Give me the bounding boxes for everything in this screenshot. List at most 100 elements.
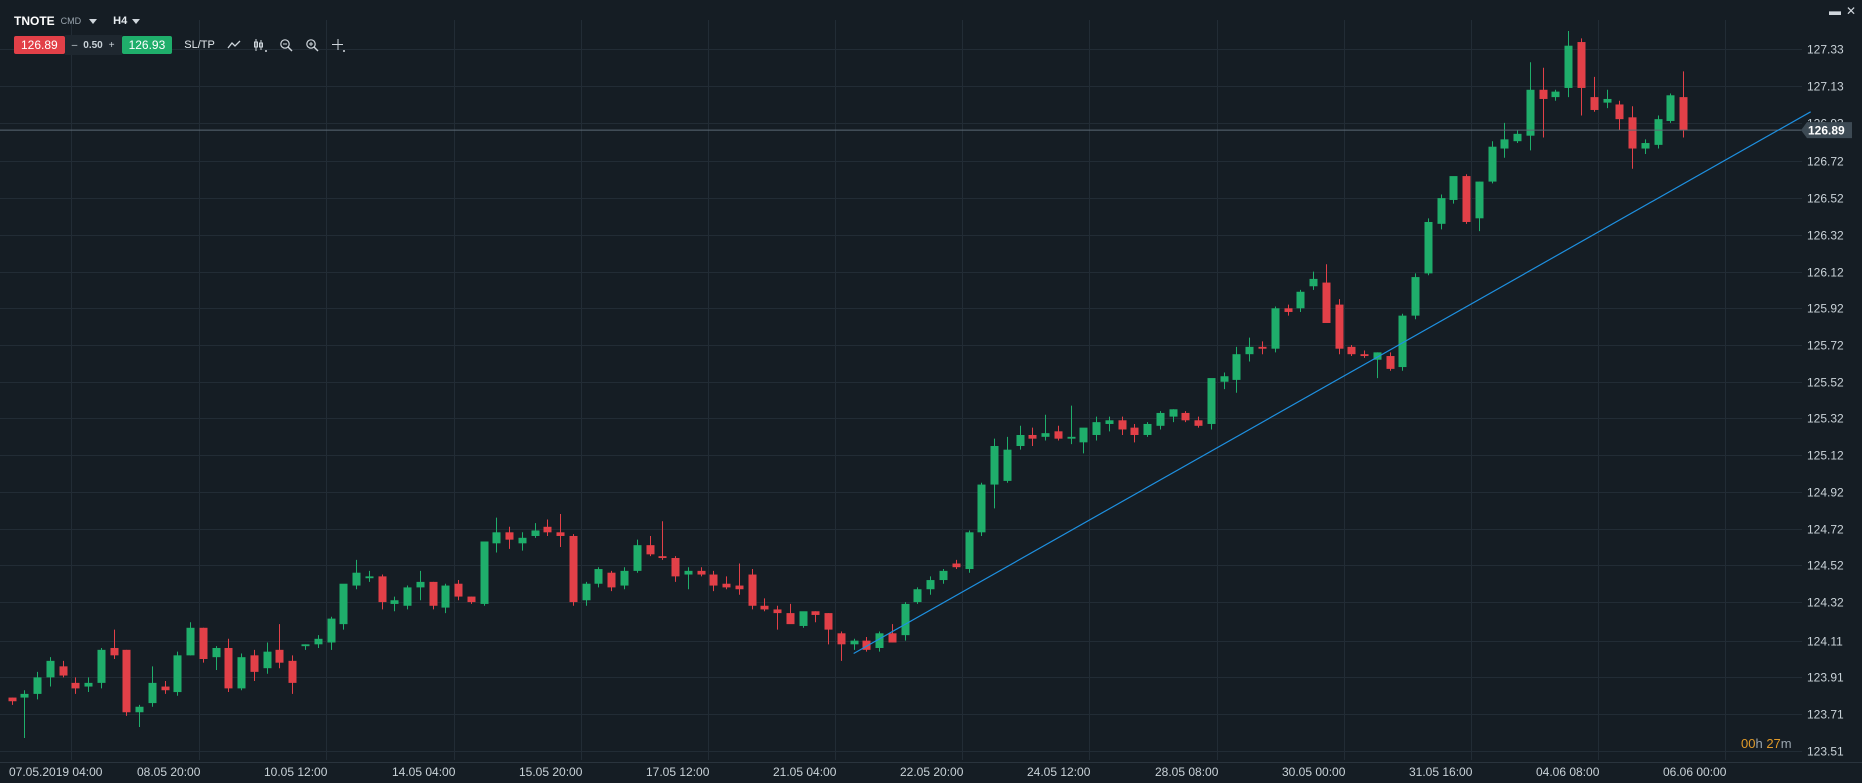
candle [582, 581, 591, 606]
candle [161, 681, 170, 694]
symbol-name[interactable]: TNOTE [14, 14, 55, 28]
candle [1475, 181, 1484, 232]
candle-body [339, 583, 348, 625]
candle-body [518, 537, 527, 544]
y-tick-label: 124.72 [1807, 523, 1844, 537]
candle-body [658, 556, 667, 559]
candle-body [327, 618, 336, 643]
candle-body [224, 647, 233, 689]
x-tick-label: 06.06 00:00 [1663, 765, 1727, 779]
y-tick-label: 123.91 [1807, 671, 1844, 685]
candle [1526, 62, 1535, 151]
candle [748, 569, 757, 610]
candle [492, 517, 501, 553]
candle [990, 438, 999, 509]
candle [416, 570, 425, 601]
candle [237, 653, 246, 691]
candle [952, 559, 961, 570]
candle [850, 638, 859, 650]
candle [199, 627, 208, 663]
countdown-hours: 00 [1741, 736, 1756, 751]
candle-body [1220, 376, 1229, 382]
candle-body [1577, 42, 1586, 88]
candle [594, 567, 603, 588]
zoom-out-icon[interactable] [279, 38, 293, 52]
candle-body [403, 587, 412, 606]
y-tick-label: 124.92 [1807, 486, 1844, 500]
close-icon[interactable]: ✕ [1845, 4, 1856, 18]
candle-body [263, 651, 272, 669]
candle-body [378, 576, 387, 603]
candle-body [1028, 434, 1037, 439]
candle-body [556, 532, 565, 536]
y-tick-label: 123.71 [1807, 708, 1844, 722]
candle [1016, 425, 1025, 450]
candle-body [990, 446, 999, 485]
candle-body [429, 581, 438, 606]
countdown-m-unit: m [1780, 736, 1792, 751]
candle-body [1475, 181, 1484, 219]
candle [531, 523, 540, 538]
x-tick-label: 17.05 12:00 [646, 765, 710, 779]
crosshair-icon[interactable] [331, 38, 345, 52]
candle [390, 596, 399, 612]
candle-body [1564, 45, 1573, 88]
line-chart-icon[interactable] [227, 38, 241, 52]
candle-body [1526, 89, 1535, 136]
decrease-volume-button[interactable]: – [71, 39, 78, 51]
candle-body [594, 569, 603, 584]
symbol-dropdown-icon[interactable] [89, 18, 98, 24]
candle-body [875, 633, 884, 648]
candle [799, 611, 808, 628]
time-axis[interactable]: 07.05.2019 04:00 08.05 20:00 10.05 12:00 14… [9, 765, 1727, 779]
candle-body [1016, 434, 1025, 447]
candle [977, 482, 986, 536]
candle-body [199, 627, 208, 660]
candle-body [1232, 354, 1241, 380]
candle [1641, 139, 1650, 155]
minimize-icon[interactable]: ▬ [1828, 4, 1841, 18]
candle [1603, 89, 1612, 109]
candle [1551, 89, 1560, 101]
candle-body [620, 570, 629, 586]
y-tick-label: 123.51 [1807, 745, 1844, 759]
candle-body [1309, 278, 1318, 287]
buy-button[interactable]: 126.93 [121, 36, 173, 54]
candle-body [901, 603, 910, 636]
sltp-button[interactable]: SL/TP [184, 39, 215, 51]
candle-body [97, 649, 106, 683]
candle [786, 603, 795, 625]
x-tick-label: 30.05 00:00 [1282, 765, 1346, 779]
candle [314, 635, 323, 648]
candle-body [1245, 346, 1254, 355]
y-tick-label: 124.11 [1807, 635, 1843, 649]
sell-button[interactable]: 126.89 [14, 36, 65, 54]
candle-body [799, 611, 808, 626]
x-tick-label: 31.05 16:00 [1409, 765, 1473, 779]
candle [250, 649, 259, 682]
timeframe-selector[interactable]: H4 [113, 15, 141, 27]
candles-icon[interactable] [253, 38, 267, 52]
candle-body [84, 682, 93, 687]
candle [122, 649, 131, 716]
candle [110, 629, 119, 660]
zoom-in-icon[interactable] [305, 38, 319, 52]
candle-body [1500, 139, 1509, 149]
candle [760, 598, 769, 612]
candle-body [59, 666, 68, 676]
candle [1143, 422, 1152, 437]
candle-body [1449, 176, 1458, 200]
x-tick-label: 10.05 12:00 [264, 765, 328, 779]
candle [1105, 416, 1114, 432]
candle-countdown: 00h 27m [1741, 736, 1792, 751]
candle-body [773, 609, 782, 614]
candle-body [926, 580, 935, 590]
candle-body [569, 535, 578, 603]
candle-body [505, 532, 514, 540]
increase-volume-button[interactable]: + [108, 39, 115, 51]
trendline [853, 111, 1811, 655]
candle-body [1590, 97, 1599, 110]
candle-body [480, 541, 489, 604]
price-axis[interactable]: 127.33127.13126.93126.72126.52126.32126.… [1801, 43, 1852, 759]
